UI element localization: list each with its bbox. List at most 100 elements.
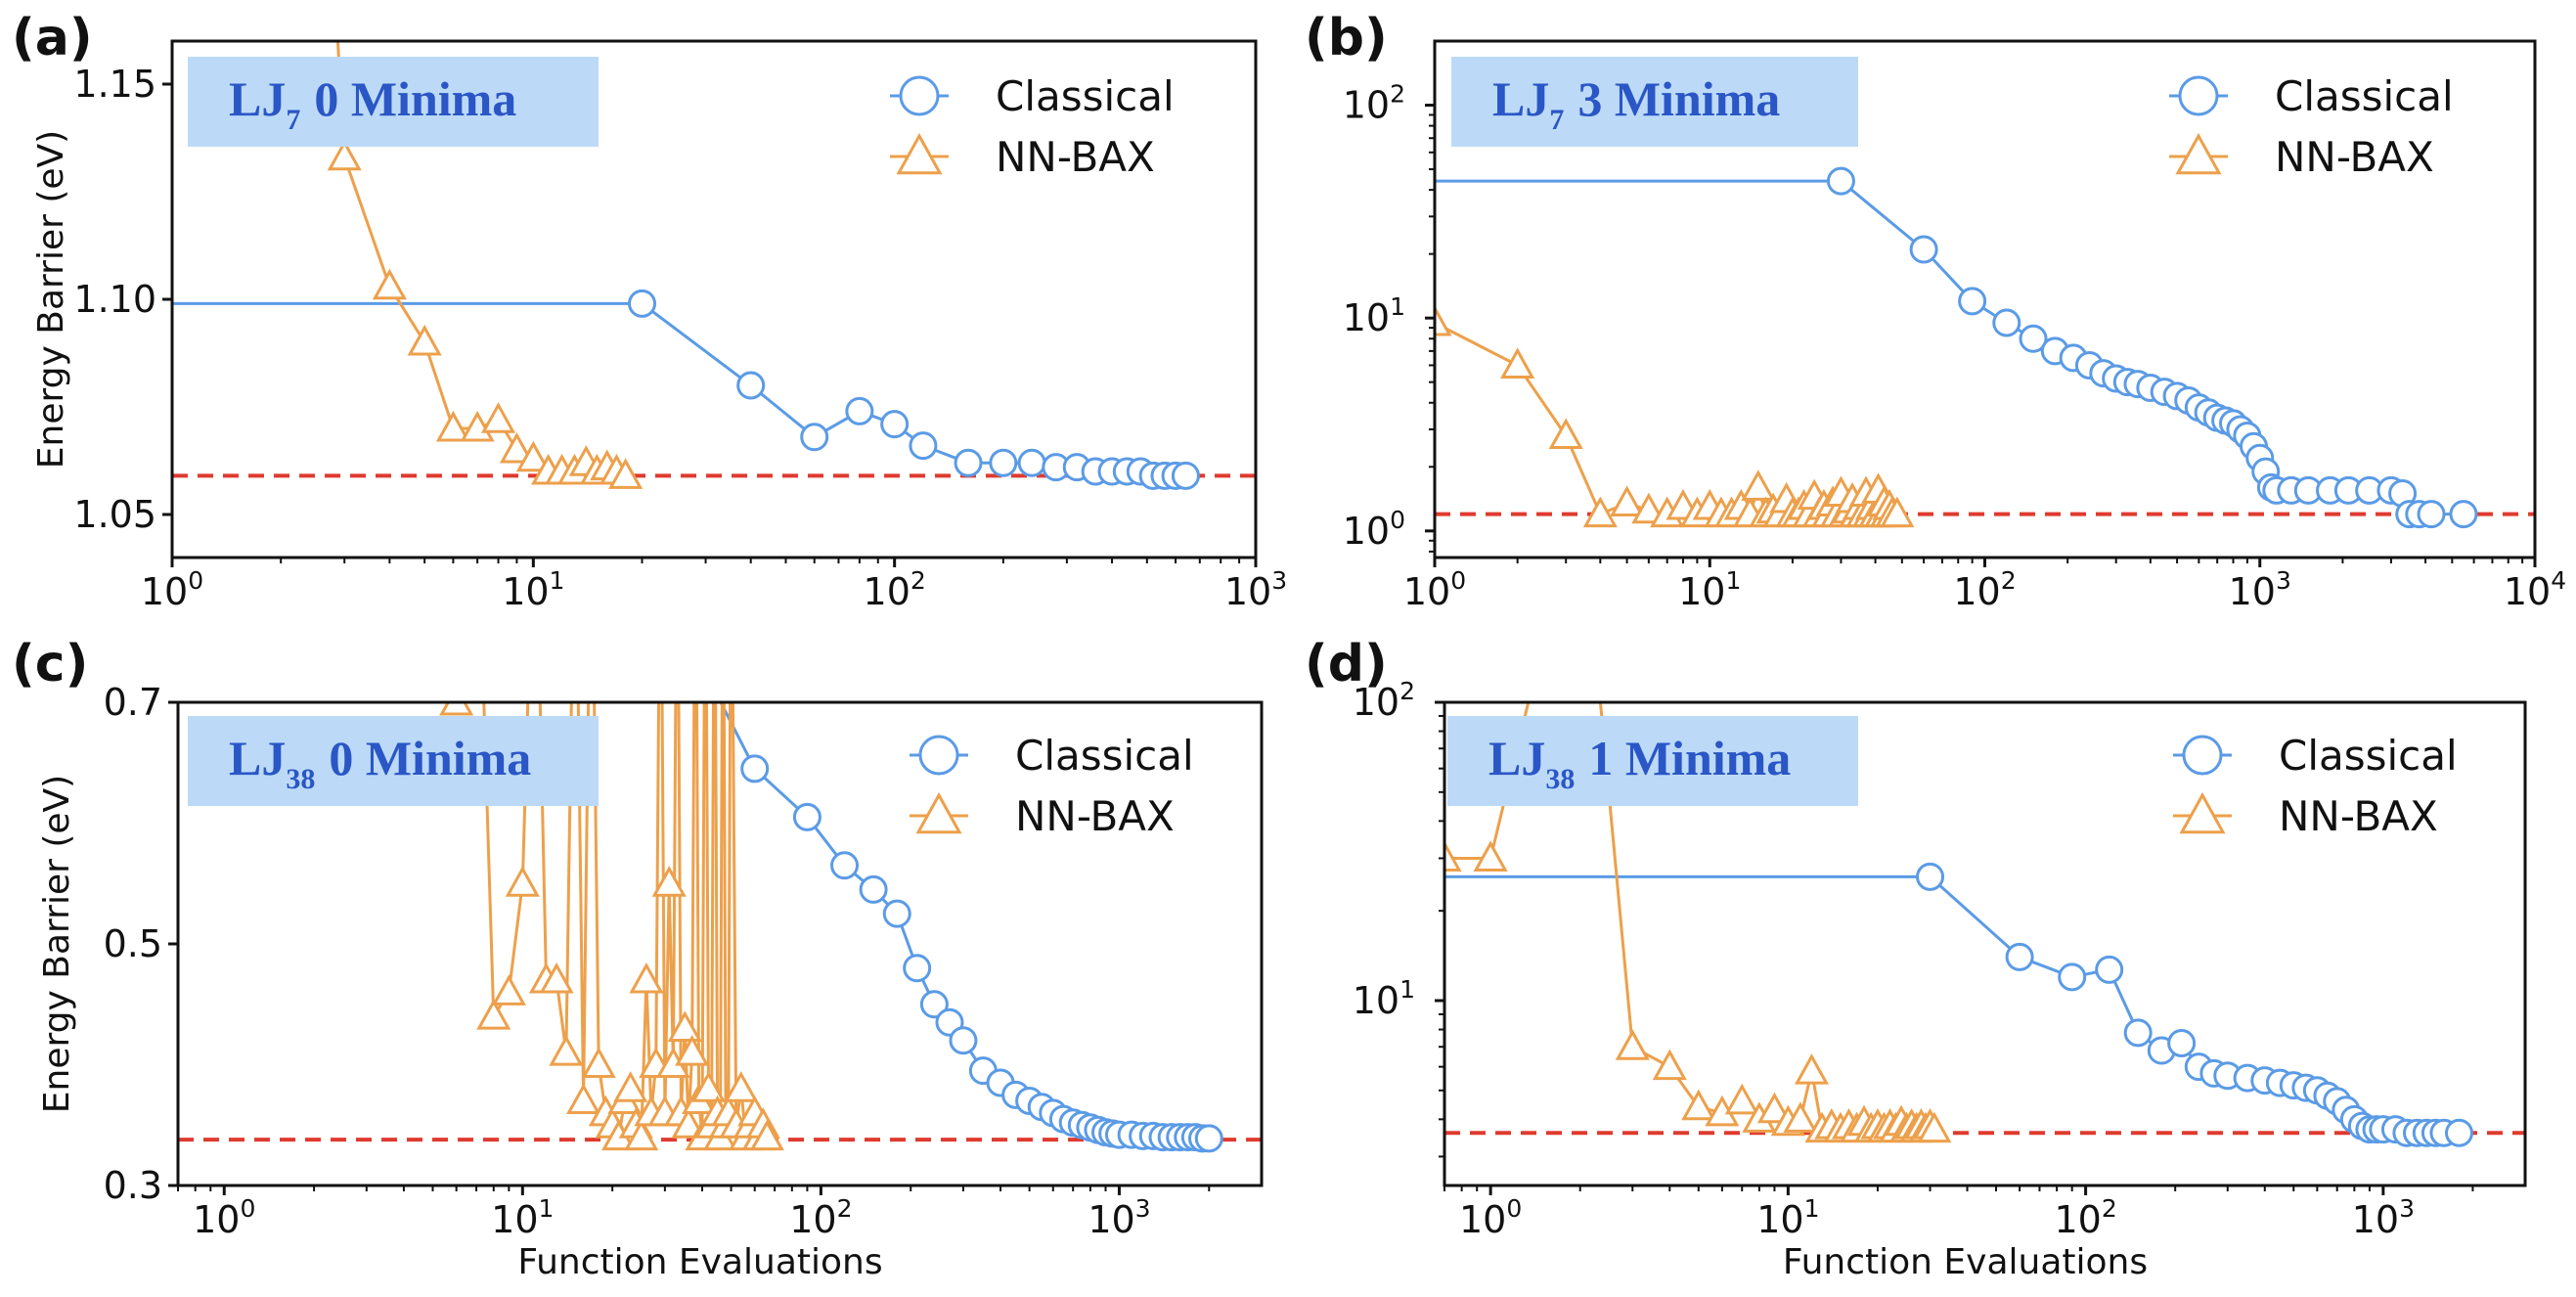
x-tick-label-exp: 2 <box>2001 566 2017 595</box>
point-classical <box>1958 287 1987 316</box>
series-nn-bax <box>439 446 784 1151</box>
point-nn-bax <box>1756 1092 1792 1124</box>
inset-title-box <box>188 57 599 147</box>
x-tick-label-exp: 1 <box>550 566 565 595</box>
point-nn-bax <box>667 1010 702 1042</box>
point-nn-bax <box>462 446 491 472</box>
point-classical <box>1916 862 1945 891</box>
point-nn-bax <box>645 446 675 472</box>
point-classical <box>792 802 822 831</box>
x-tick-label-base: 10 <box>2352 1198 2399 1241</box>
point-nn-bax <box>1610 485 1645 516</box>
point-nn-bax <box>662 446 691 472</box>
legend-label: Classical <box>2275 72 2454 120</box>
point-classical <box>2019 324 2048 353</box>
x-tick-label: 101 <box>491 1194 554 1241</box>
point-classical <box>919 990 949 1019</box>
point-classical <box>954 448 983 477</box>
x-tick-label-base: 10 <box>491 1198 538 1241</box>
point-nn-bax <box>1880 496 1915 528</box>
x-tick-label-base: 10 <box>1678 570 1725 613</box>
x-tick-label: 100 <box>193 1194 255 1241</box>
point-nn-bax <box>566 1083 601 1115</box>
point-nn-bax <box>1473 840 1508 872</box>
y-tick-label: 101 <box>1343 292 1405 339</box>
legend-item: Classical <box>910 732 1194 780</box>
inset-title-sub: 38 <box>286 763 315 795</box>
series-line <box>1435 321 1897 520</box>
x-tick-label-exp: 1 <box>1725 566 1741 595</box>
inset-title-box <box>1447 716 1858 806</box>
x-tick-label-base: 10 <box>193 1198 240 1241</box>
y-tick-label-exp: 2 <box>1390 80 1405 109</box>
series-nn-bax <box>327 41 644 489</box>
series-line <box>1435 179 2464 516</box>
x-tick-label-base: 10 <box>2054 1198 2101 1241</box>
point-classical <box>2449 500 2478 529</box>
point-classical <box>1826 166 1855 196</box>
x-tick-label: 103 <box>1224 566 1287 613</box>
inset-title-box <box>188 716 599 806</box>
point-nn-bax <box>608 458 644 489</box>
point-classical <box>880 410 910 439</box>
inset-title: LJ7 0 Minima <box>229 71 516 136</box>
point-nn-bax <box>1548 418 1583 449</box>
y-axis-label: Energy Barrier (eV) <box>31 130 71 469</box>
x-tick-label-base: 10 <box>1403 570 1450 613</box>
point-nn-bax <box>1917 1111 1952 1143</box>
point-nn-bax <box>624 1119 659 1151</box>
x-tick-label-exp: 3 <box>2399 1194 2415 1223</box>
legend-item: Classical <box>890 72 1175 120</box>
x-tick-label: 102 <box>2054 1194 2116 1241</box>
point-nn-bax <box>1520 664 1549 691</box>
axes-frame <box>1443 700 2527 1187</box>
point-nn-bax <box>327 139 362 171</box>
inset-title-rest: 0 Minima <box>329 731 531 785</box>
x-tick-label-exp: 0 <box>1506 1194 1522 1223</box>
panel-letter: (c) <box>12 635 88 693</box>
inset-title-rest: 3 Minima <box>1577 71 1780 126</box>
point-nn-bax <box>515 440 551 472</box>
y-tick-label: 1.10 <box>73 278 156 321</box>
point-nn-bax <box>724 1071 759 1102</box>
legend-item: NN-BAX <box>910 791 1175 840</box>
y-tick-label: 0.7 <box>104 681 162 724</box>
inset-title: LJ38 0 Minima <box>229 731 531 795</box>
point-classical <box>949 1026 978 1055</box>
y-tick-label: 102 <box>1353 677 1415 724</box>
y-tick-label-base: 10 <box>1343 510 1390 553</box>
point-classical <box>2445 1118 2474 1147</box>
x-tick-label-exp: 1 <box>1804 1194 1820 1223</box>
x-axis-label: Function Evaluations <box>517 1242 882 1282</box>
y-tick-label: 101 <box>1353 975 1415 1022</box>
legend-item: Classical <box>2169 72 2454 120</box>
x-tick-label-exp: 3 <box>2276 566 2291 595</box>
point-nn-bax <box>476 999 511 1030</box>
point-nn-bax <box>1435 304 1452 336</box>
point-nn-bax <box>613 1071 648 1102</box>
legend-item: NN-BAX <box>2173 791 2438 840</box>
series-nn-bax <box>1435 304 1915 528</box>
point-nn-bax <box>1681 1089 1716 1121</box>
point-classical <box>1017 448 1046 477</box>
series-classical <box>1435 166 2478 529</box>
point-nn-bax <box>1724 1083 1759 1115</box>
inset-title-main: LJ <box>229 731 286 785</box>
point-nn-bax <box>499 431 534 464</box>
y-tick-label: 1.15 <box>73 63 156 106</box>
point-nn-bax <box>717 446 746 472</box>
series-nn-bax <box>1444 664 1952 1143</box>
point-nn-bax <box>700 446 730 472</box>
x-tick-label-base: 10 <box>1224 570 1271 613</box>
point-classical <box>2058 962 2087 992</box>
legend-marker-triangle <box>896 132 943 175</box>
x-tick-label: 102 <box>789 1194 852 1241</box>
y-tick-label: 102 <box>1343 80 1405 127</box>
legend-item: NN-BAX <box>2169 132 2434 181</box>
point-classical <box>1909 235 1938 264</box>
y-tick-label-base: 10 <box>1353 681 1399 724</box>
point-classical <box>2417 500 2446 529</box>
x-tick-label: 101 <box>1756 1194 1819 1241</box>
